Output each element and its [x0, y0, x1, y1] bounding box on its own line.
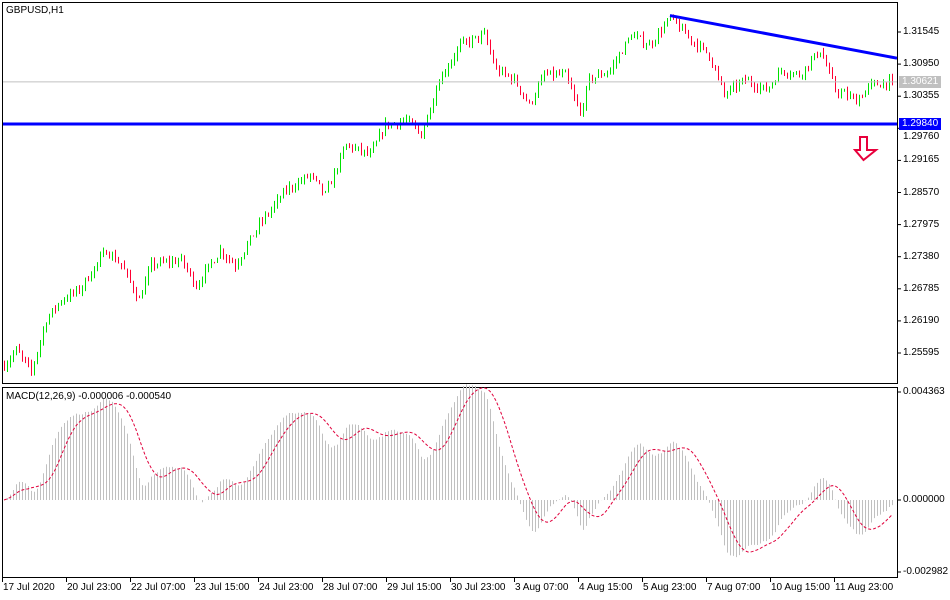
macd-tick-label: 0.004363 — [903, 386, 945, 397]
macd-title: MACD(12,26,9) -0.000006 -0.000540 — [6, 391, 172, 402]
price-tick-label: 1.25595 — [903, 347, 940, 358]
current-price-tag: 1.30621 — [899, 75, 942, 88]
time-tick-label: 23 Jul 15:00 — [195, 582, 250, 593]
price-tick-label: 1.29165 — [903, 154, 940, 166]
time-tick-label: 3 Aug 07:00 — [515, 582, 569, 593]
time-tick-label: 30 Jul 23:00 — [451, 582, 506, 593]
price-tick-label: 1.26190 — [903, 314, 940, 326]
time-tick-label: 20 Jul 23:00 — [67, 582, 122, 593]
price-tick-label: 1.28570 — [903, 186, 940, 198]
sell-arrow-icon — [852, 136, 879, 162]
time-tick-label: 24 Jul 23:00 — [259, 582, 314, 593]
support-price-tag: 1.29840 — [899, 117, 942, 130]
time-tick-label: 17 Jul 2020 — [3, 582, 55, 593]
price-tick-label: 1.29760 — [903, 130, 940, 142]
time-tick-label: 4 Aug 15:00 — [579, 582, 633, 593]
time-tick-label: 10 Aug 15:00 — [771, 582, 830, 593]
macd-signal-line — [3, 387, 893, 553]
macd-tick-label: -0.002982 — [903, 566, 949, 577]
time-tick-label: 5 Aug 23:00 — [643, 582, 697, 593]
price-tick-label: 1.27380 — [903, 250, 940, 262]
time-tick-label: 7 Aug 07:00 — [707, 582, 761, 593]
price-tick-label: 1.27975 — [903, 218, 940, 230]
trend-line — [669, 14, 898, 60]
price-tick-label: 1.26785 — [903, 282, 940, 294]
symbol-title: GBPUSD,H1 — [6, 5, 64, 16]
time-tick-label: 11 Aug 23:00 — [835, 582, 894, 593]
price-tick-label: 1.30355 — [903, 90, 940, 102]
macd-tick-label: 0.000000 — [903, 494, 945, 505]
price-tick-label: 1.30950 — [903, 58, 940, 70]
main-pane-border — [2, 2, 898, 384]
time-tick-label: 28 Jul 07:00 — [323, 582, 378, 593]
price-tick-label: 1.31545 — [903, 26, 940, 37]
time-tick-label: 29 Jul 15:00 — [387, 582, 442, 593]
time-tick-label: 22 Jul 07:00 — [131, 582, 186, 593]
